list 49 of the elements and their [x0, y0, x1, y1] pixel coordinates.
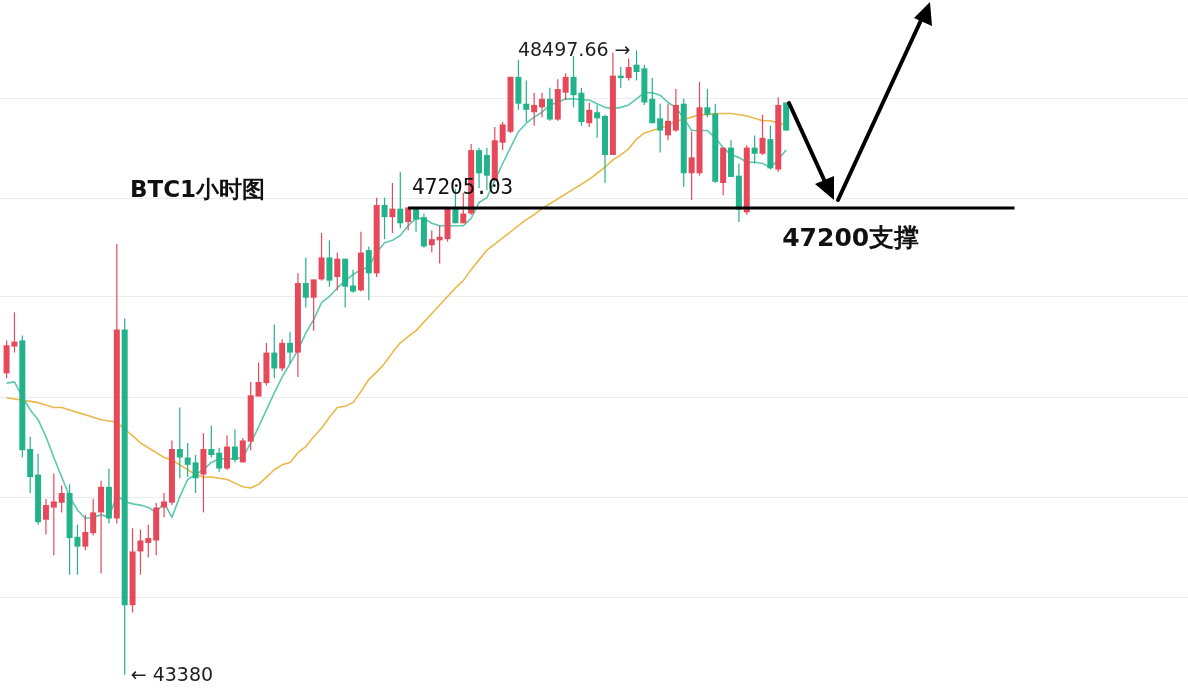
- candlestick: [271, 323, 278, 379]
- candlestick: [531, 92, 538, 127]
- candlestick: [460, 192, 467, 224]
- candlestick: [562, 72, 569, 101]
- candlestick: [586, 101, 593, 128]
- candlestick: [239, 437, 246, 464]
- candlestick: [145, 524, 152, 559]
- candlestick: [82, 514, 89, 551]
- candlestick: [287, 331, 294, 365]
- candlestick: [751, 134, 758, 165]
- candlestick: [334, 251, 341, 291]
- candlestick: [523, 79, 530, 123]
- candlestick: [318, 232, 325, 282]
- candlestick: [539, 92, 546, 118]
- candlestick: [594, 104, 601, 139]
- candlestick: [397, 171, 404, 229]
- candlestick: [704, 88, 711, 118]
- candlestick: [208, 425, 215, 459]
- candlestick: [58, 484, 65, 514]
- candlestick: [310, 278, 317, 332]
- candlestick: [499, 121, 506, 151]
- candlestick: [365, 245, 372, 301]
- candlestick: [665, 103, 672, 141]
- candlestick: [350, 269, 357, 294]
- candlestick: [176, 406, 183, 479]
- candlestick: [657, 103, 664, 154]
- candlestick: [326, 239, 333, 288]
- candlestick: [688, 131, 695, 201]
- annotation: ← 43380: [130, 662, 214, 685]
- candlestick: [42, 498, 49, 535]
- candlestick: [161, 492, 168, 518]
- candlestick: [381, 197, 388, 240]
- candlestick: [224, 434, 231, 471]
- candlestick: [184, 442, 191, 478]
- candlestick: [50, 472, 57, 556]
- candlestick: [302, 256, 309, 309]
- candlestick: [192, 454, 199, 494]
- text: BTC1小时图: [130, 176, 266, 202]
- candlestick: [137, 528, 144, 576]
- annotation: 48497.66 →: [517, 38, 631, 61]
- candlestick: [625, 57, 632, 82]
- annotation: 47200支撑: [782, 223, 920, 253]
- candlestick: [231, 428, 238, 464]
- candlestick: [759, 114, 766, 156]
- candlestick: [428, 229, 435, 254]
- candlestick: [90, 498, 97, 537]
- candlestick: [216, 447, 223, 473]
- candlestick: [389, 182, 396, 234]
- candlestick: [546, 87, 553, 122]
